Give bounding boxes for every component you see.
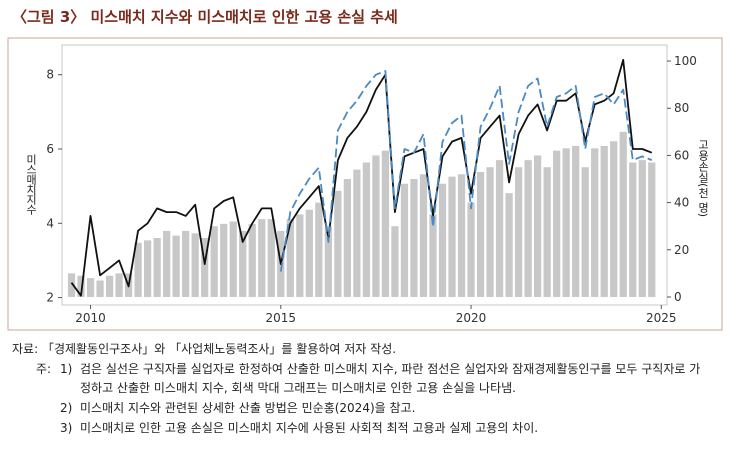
bar — [334, 190, 342, 297]
bar — [572, 145, 580, 297]
bar — [543, 167, 551, 297]
y-axis-label: 미스매치지수 — [25, 154, 38, 215]
bar — [267, 219, 275, 297]
bar — [638, 160, 646, 297]
bar — [648, 162, 656, 297]
bar — [324, 226, 332, 297]
y2-tick-label: 60 — [674, 148, 689, 162]
bar — [67, 273, 76, 297]
bar — [191, 233, 199, 297]
y-tick-label: 4 — [46, 216, 54, 230]
y2-tick-label: 80 — [674, 101, 689, 115]
bar — [600, 145, 608, 297]
bar — [553, 150, 561, 297]
x-tick-label: 2025 — [646, 311, 677, 325]
x-tick-label: 2010 — [75, 311, 106, 325]
plot-area — [61, 44, 668, 306]
bar — [286, 219, 294, 297]
bar — [77, 275, 85, 297]
bar — [610, 141, 618, 297]
bar — [457, 174, 466, 297]
bar — [448, 176, 456, 297]
bar — [581, 167, 589, 297]
bar — [391, 226, 399, 297]
bar — [153, 237, 161, 297]
note-text: 검은 실선은 구직자를 실업자로 한정하여 산출한 미스매치 지수, 파란 점선… — [80, 362, 700, 376]
y-tick-label: 6 — [46, 142, 54, 156]
bar — [172, 235, 180, 297]
bar — [305, 209, 313, 297]
bar — [514, 167, 523, 297]
bar — [362, 162, 371, 297]
bar — [438, 183, 447, 297]
x-tick-label: 2015 — [266, 311, 297, 325]
note-text: 정하고 산출한 미스매치 지수, 회색 막대 그래프는 미스매치로 인한 고용 … — [80, 381, 516, 395]
y-tick-label: 8 — [46, 68, 54, 82]
bar — [315, 202, 323, 297]
bar — [419, 174, 428, 297]
bar — [476, 171, 485, 297]
note-text: 미스매치 지수와 관련된 상세한 산출 방법은 민순홍(2024)을 참고. — [80, 401, 415, 415]
bar — [182, 230, 190, 297]
bar — [239, 230, 247, 297]
bar — [220, 223, 228, 297]
bar — [486, 167, 494, 297]
dashed-line — [279, 70, 653, 272]
note-number: 3) — [60, 421, 72, 435]
note-text: 미스매치로 인한 고용 손실은 미스매치 지수에 사용된 사회적 최적 고용과 … — [80, 421, 538, 435]
line — [70, 59, 653, 297]
bar — [115, 273, 123, 297]
y2-tick-label: 20 — [674, 243, 689, 257]
bar — [296, 214, 304, 297]
bar — [96, 280, 104, 297]
bar — [629, 162, 637, 297]
bar — [163, 230, 171, 297]
y2-tick-label: 100 — [674, 54, 697, 68]
y2-tick-label: 40 — [674, 196, 689, 210]
y-tick-label: 2 — [46, 291, 54, 305]
chart-title: 〈그림 3〉 미스매치 지수와 미스매치로 인한 고용 손실 추세 — [12, 8, 398, 26]
bar — [562, 148, 570, 297]
bar — [343, 179, 351, 297]
bar — [524, 160, 532, 297]
bar — [619, 131, 627, 297]
bar — [534, 155, 542, 297]
source: 자료: 「경제활동인구조사」와 「사업체노동력조사」를 활용하여 저자 작성. — [12, 342, 396, 356]
bar — [258, 219, 266, 297]
bar — [143, 240, 152, 297]
bar — [505, 193, 513, 297]
x-tick-label: 2020 — [456, 311, 487, 325]
bar — [201, 237, 209, 297]
bar — [105, 275, 114, 297]
bar — [210, 226, 218, 297]
bar — [353, 169, 361, 297]
bar — [229, 221, 237, 297]
bar — [400, 183, 409, 297]
bar — [495, 160, 504, 297]
y2-axis-label: 고용손실(천 명) — [697, 139, 710, 217]
bar — [381, 150, 390, 297]
notes-label: 주: — [36, 362, 51, 376]
note-number: 2) — [60, 401, 72, 415]
bar — [467, 202, 475, 297]
bar — [248, 223, 256, 297]
bar — [372, 155, 380, 297]
bar — [134, 242, 142, 297]
bar — [410, 179, 418, 297]
frame — [7, 37, 723, 331]
note-number: 1) — [60, 362, 72, 376]
bar — [429, 214, 437, 297]
bar — [591, 148, 599, 297]
y2-tick-label: 0 — [674, 290, 682, 304]
bar — [86, 278, 95, 297]
